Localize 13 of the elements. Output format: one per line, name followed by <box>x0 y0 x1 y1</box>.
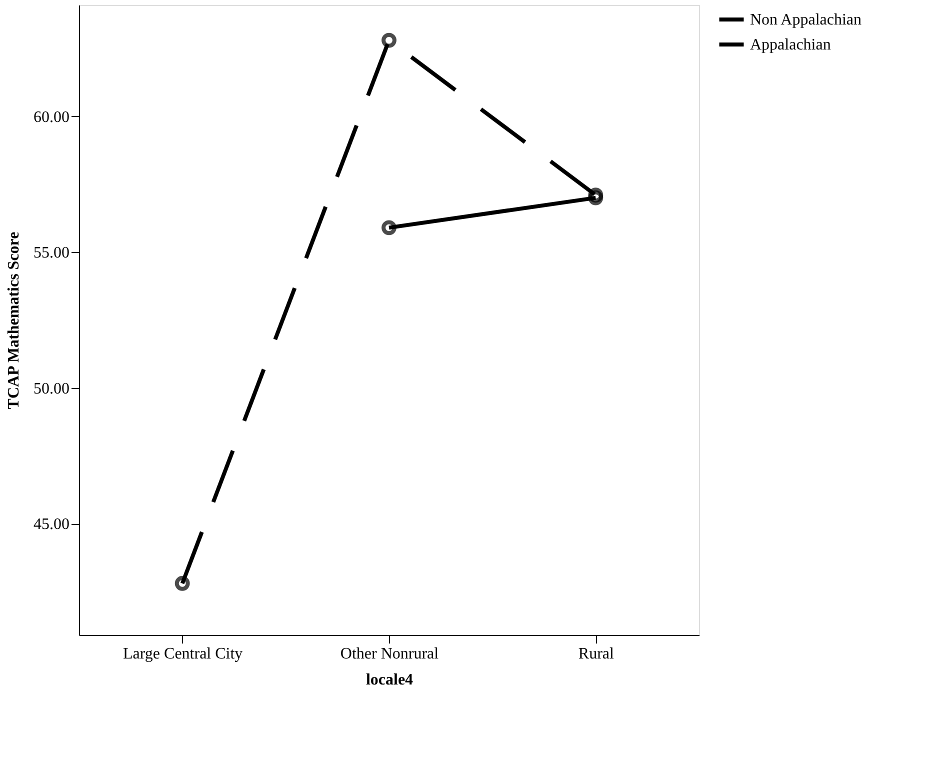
y-tick-label: 60.00 <box>34 108 70 126</box>
y-tick-label: 55.00 <box>34 244 70 262</box>
y-tick-label: 50.00 <box>34 380 70 398</box>
x-tick-label: Large Central City <box>122 646 243 662</box>
point <box>382 32 396 48</box>
legend-label: Non Appalachian <box>750 12 862 28</box>
y-axis-title: TCAP Mathematics Score <box>6 232 22 410</box>
point <box>174 576 190 591</box>
x-tick-label: Other Nonrural <box>340 646 440 662</box>
x-axis-title: locale4 <box>366 672 414 688</box>
x-tick-label: Rural <box>578 646 614 662</box>
legend-label: Appalachian <box>750 36 831 54</box>
y-tick-label: 45.00 <box>34 516 70 534</box>
